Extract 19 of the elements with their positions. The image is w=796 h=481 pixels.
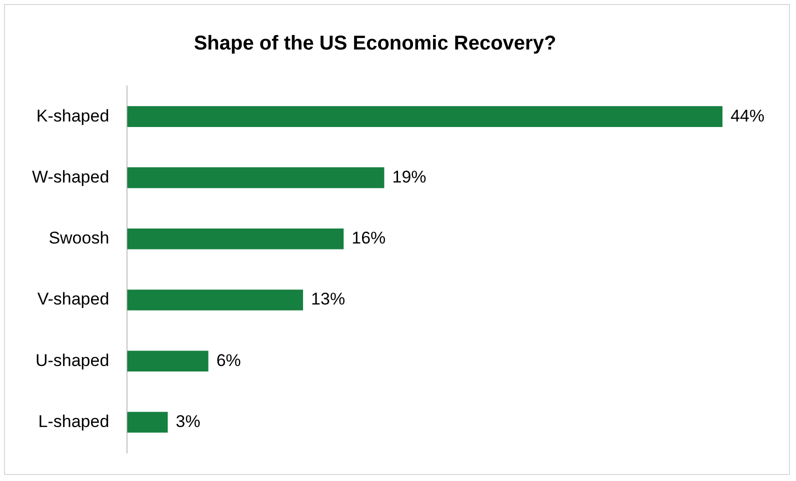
data-label: 16% (352, 228, 386, 248)
data-label: 6% (216, 350, 241, 370)
y-tick-label: K-shaped (36, 106, 110, 126)
bar (127, 412, 168, 433)
y-tick-label: W-shaped (32, 167, 110, 186)
y-tick-label: L-shaped (38, 412, 110, 431)
data-label: 3% (176, 412, 200, 431)
bar (127, 350, 208, 372)
y-tick-label: V-shaped (37, 290, 110, 309)
bar (127, 106, 722, 127)
bar (127, 290, 304, 310)
data-label: 13% (311, 290, 346, 309)
bar (127, 167, 384, 188)
y-tick-label: Swoosh (48, 228, 110, 248)
bar (127, 228, 344, 250)
data-label: 19% (392, 167, 426, 186)
chart-title: Shape of the US Economic Recovery? (194, 32, 556, 55)
data-label: 44% (730, 106, 764, 126)
y-tick-label: U-shaped (35, 350, 110, 370)
